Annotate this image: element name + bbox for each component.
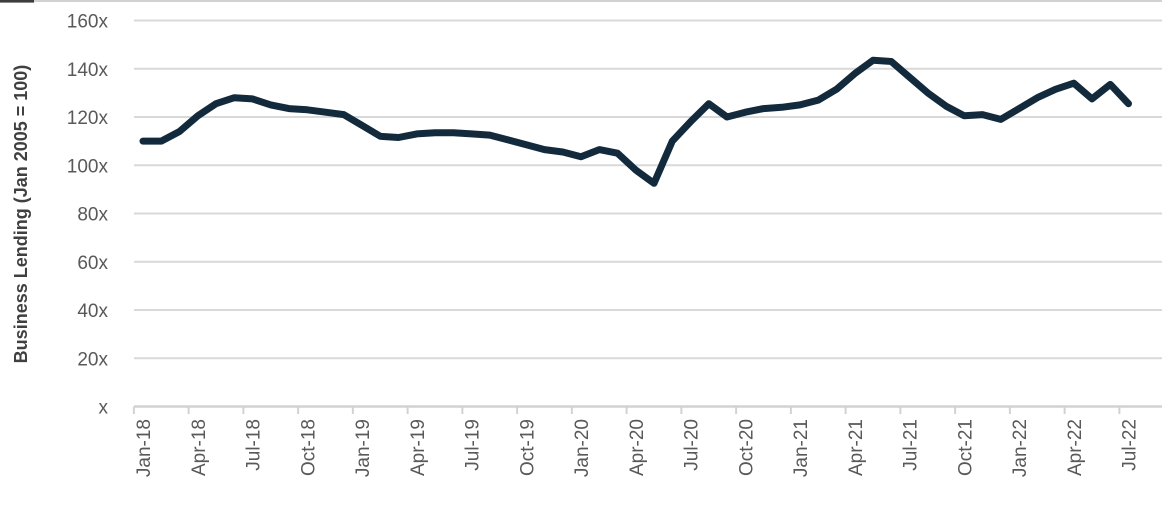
gridlines [134, 19, 1162, 360]
x-tick-label: Jan-22 [1010, 419, 1031, 477]
axis-tick-labels: 160x 140x 120x 100x 80x 60x 40x 20x x Jan-18 Apr-1… [67, 12, 1141, 478]
x-tick-label: Jan-20 [572, 419, 593, 477]
x-tick-label: Apr-18 [189, 419, 210, 476]
x-tick-label: Jan-21 [791, 419, 812, 477]
x-tick-label: Apr-22 [1065, 419, 1086, 476]
x-tick-label: Oct-21 [955, 419, 976, 476]
y-tick-label: 60x [77, 253, 108, 274]
top-border-left-segment [0, 0, 34, 3]
x-tick-label: Jul-21 [901, 419, 922, 471]
x-tick-label: Apr-19 [408, 419, 429, 476]
y-tick-label: 40x [77, 301, 108, 322]
y-tick-label: 160x [67, 12, 109, 33]
y-tick-label: x [99, 398, 109, 419]
x-tick-label: Oct-18 [298, 419, 319, 476]
x-tick-label: Jul-19 [463, 419, 484, 471]
y-tick-label: 140x [67, 60, 109, 81]
data-series [139, 56, 1132, 187]
y-tick-label: 80x [77, 205, 108, 226]
top-border-line [0, 0, 1162, 3]
y-tick-label: 100x [67, 156, 109, 177]
x-tick-label: Jan-18 [134, 419, 155, 477]
x-tick-label: Jul-20 [682, 419, 703, 471]
y-tick-label: 120x [67, 108, 109, 129]
axes [132, 405, 1162, 414]
x-tick-label: Jul-18 [244, 419, 265, 471]
x-tick-label: Oct-20 [736, 419, 757, 476]
x-tick-label: Jul-22 [1120, 419, 1141, 471]
x-tick-label: Apr-20 [627, 419, 648, 476]
y-axis-title: Business Lending (Jan 2005 = 100) [11, 65, 31, 364]
series-line [139, 56, 1132, 187]
y-tick-label: 20x [77, 349, 108, 370]
x-tick-label: Apr-21 [846, 419, 867, 476]
x-tick-label: Oct-19 [517, 419, 538, 476]
x-tick-label: Jan-19 [353, 419, 374, 477]
